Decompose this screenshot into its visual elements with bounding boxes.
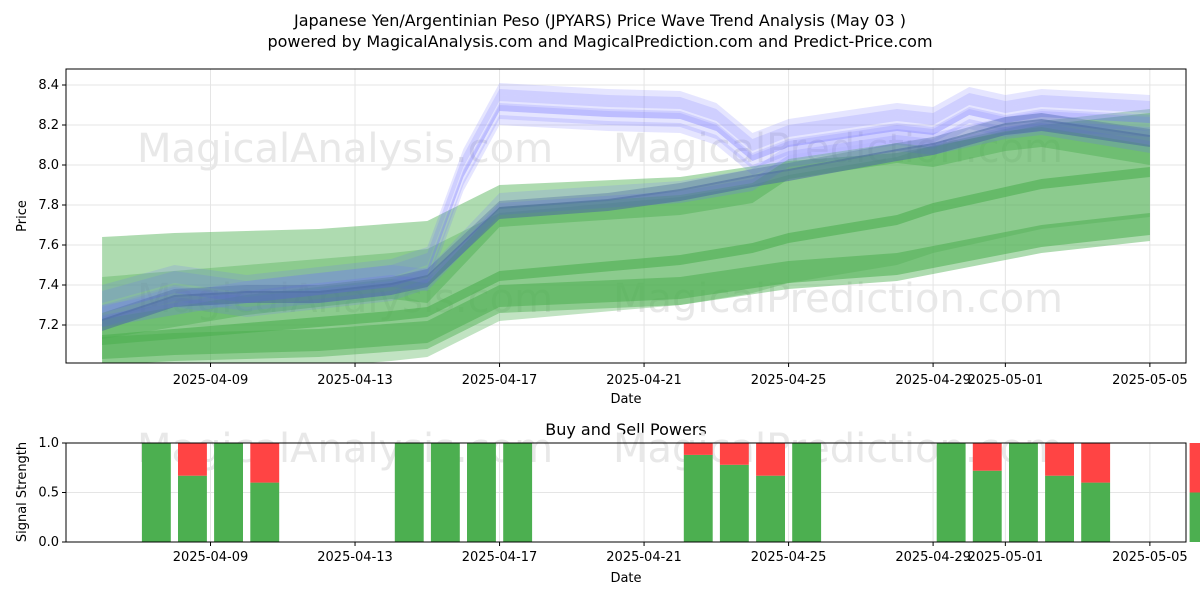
buy-bar — [141, 443, 171, 542]
x-tick-label: 2025-04-25 — [751, 373, 827, 388]
chart-title: Japanese Yen/Argentinian Peso (JPYARS) P… — [293, 11, 906, 30]
buy-bar — [430, 443, 460, 542]
blue-wave-band — [102, 83, 1150, 297]
y-tick-label: 7.2 — [38, 318, 59, 333]
buy-bar — [683, 454, 713, 542]
signal-chart-title: Buy and Sell Powers — [545, 420, 707, 439]
sell-bar — [178, 443, 207, 476]
sell-bar — [1081, 443, 1111, 483]
signal-plot-area — [141, 443, 1200, 542]
x-tick-label: 2025-05-05 — [1112, 373, 1188, 388]
x-tick-label: 2025-04-13 — [317, 373, 393, 388]
x-tick-label: 2025-04-17 — [462, 550, 538, 565]
watermark-left: MagicalAnalysis.com — [137, 126, 553, 172]
x-tick-label: 2025-04-13 — [317, 550, 393, 565]
signal-axes: 0.0 0.5 1.0 2025-04-09 2025-04-13 2025-04-17 2… — [38, 436, 1187, 565]
sell-bar — [972, 443, 1002, 471]
x-tick-label: 2025-05-05 — [1112, 550, 1188, 565]
sell-bar — [1189, 443, 1200, 493]
buy-bar — [178, 475, 207, 542]
x-tick-label: 2025-04-21 — [606, 373, 682, 388]
blue-wave-band — [102, 89, 1150, 303]
signal-y-axis-label: Signal Strength — [15, 442, 30, 542]
price-x-axis-label: Date — [610, 392, 641, 407]
price-axes-frame — [65, 68, 1187, 364]
x-tick-label: 2025-05-01 — [968, 373, 1044, 388]
green-wave-band — [102, 167, 1150, 345]
green-wave-band — [102, 113, 1150, 363]
sell-bar — [719, 443, 749, 465]
sell-bar — [683, 443, 713, 455]
buy-bar — [1045, 475, 1074, 542]
y-tick-label: 7.6 — [38, 238, 59, 253]
buy-bar — [250, 482, 280, 542]
buy-bar — [972, 470, 1002, 542]
buy-bar — [1081, 482, 1111, 542]
buy-bar — [719, 464, 749, 542]
y-tick-label: 8.2 — [38, 118, 59, 133]
x-tick-label: 2025-04-09 — [173, 550, 249, 565]
buy-bar — [756, 475, 785, 542]
price-plot-area — [102, 83, 1150, 363]
buy-bar — [936, 443, 966, 542]
y-tick-label: 1.0 — [38, 436, 59, 451]
x-tick-label: 2025-04-17 — [462, 373, 538, 388]
green-wave-band — [102, 127, 1150, 339]
x-tick-label: 2025-04-29 — [895, 373, 971, 388]
y-tick-label: 0.5 — [38, 486, 59, 501]
buy-bar — [503, 443, 533, 542]
sell-bar — [1045, 443, 1074, 476]
y-tick-label: 8.0 — [38, 158, 59, 173]
blue-wave-band — [102, 115, 1150, 327]
x-tick-label: 2025-05-01 — [968, 550, 1044, 565]
blue-wave-band — [102, 105, 1150, 313]
sell-bar — [756, 443, 785, 476]
price-y-axis-label: Price — [15, 200, 30, 232]
y-tick-label: 8.4 — [38, 78, 59, 93]
buy-bar — [1189, 492, 1200, 542]
x-tick-label: 2025-04-25 — [751, 550, 827, 565]
green-wave-band — [102, 213, 1150, 359]
buy-bar — [792, 443, 822, 542]
x-tick-label: 2025-04-29 — [895, 550, 971, 565]
y-tick-label: 7.4 — [38, 278, 59, 293]
price-axes: 7.2 7.4 7.6 7.8 8.0 8.2 8.4 2025-04-09 2025-04-1… — [38, 78, 1187, 388]
price-grid — [66, 69, 1186, 363]
blue-wave-band — [102, 123, 1150, 327]
blue-wave-band — [102, 95, 1150, 313]
buy-bar — [1009, 443, 1038, 542]
y-tick-label: 0.0 — [38, 535, 59, 550]
x-tick-label: 2025-04-09 — [173, 373, 249, 388]
green-wave-band — [102, 109, 1150, 363]
x-tick-label: 2025-04-21 — [606, 550, 682, 565]
sell-bar — [250, 443, 280, 483]
chart-subtitle: powered by MagicalAnalysis.com and Magic… — [267, 32, 932, 51]
buy-bar — [214, 443, 243, 542]
buy-bar — [394, 443, 424, 542]
buy-bar — [467, 443, 496, 542]
signal-x-axis-label: Date — [610, 571, 641, 586]
y-tick-label: 7.8 — [38, 198, 59, 213]
